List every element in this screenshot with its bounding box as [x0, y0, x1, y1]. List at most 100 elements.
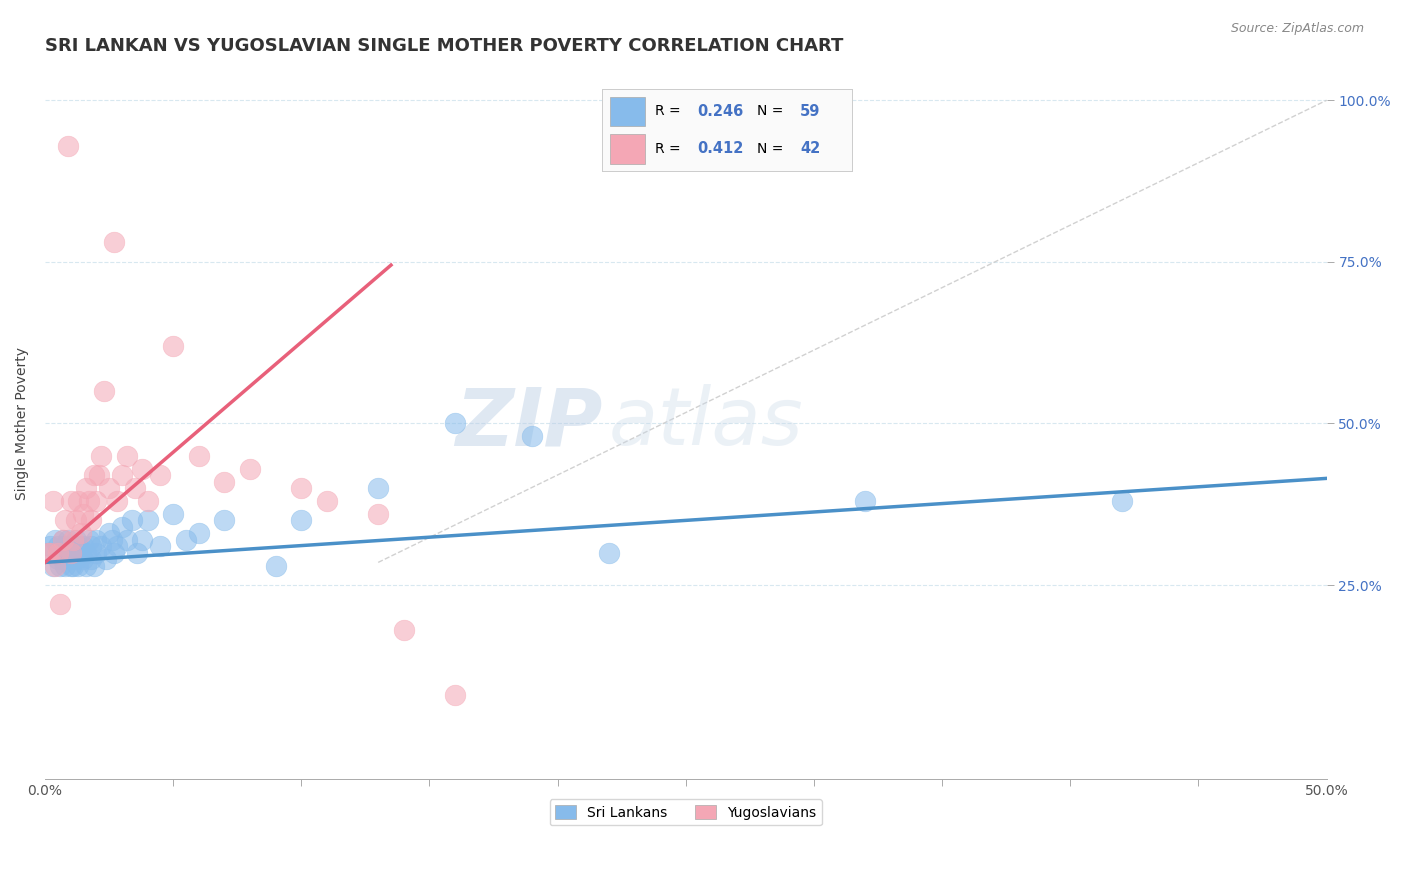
Point [80, 513, 103, 527]
Point [65, 513, 87, 527]
Point [59, 494, 82, 508]
Point [87, 468, 110, 483]
Point [367, 507, 389, 521]
Point [44, 533, 66, 547]
Point [49, 558, 72, 573]
Point [84, 533, 107, 547]
Point [444, 688, 467, 702]
Point [105, 539, 128, 553]
Point [46, 539, 69, 553]
Point [44, 558, 66, 573]
Point [367, 481, 389, 495]
Point [67, 539, 90, 553]
Point [214, 475, 236, 489]
Point [62, 533, 84, 547]
Point [55, 539, 77, 553]
Point [853, 494, 876, 508]
Point [124, 481, 146, 495]
Point [65, 533, 87, 547]
Point [72, 539, 94, 553]
Point [52, 552, 75, 566]
Point [100, 533, 122, 547]
Point [115, 449, 138, 463]
Point [67, 494, 90, 508]
Point [49, 598, 72, 612]
Point [41, 558, 63, 573]
Point [316, 494, 339, 508]
Text: atlas: atlas [609, 384, 804, 462]
Point [136, 513, 159, 527]
Point [70, 546, 93, 560]
Point [115, 533, 138, 547]
Point [72, 507, 94, 521]
Point [162, 507, 184, 521]
Point [59, 558, 82, 573]
Point [75, 481, 97, 495]
Text: ZIP: ZIP [456, 384, 602, 462]
Point [84, 546, 107, 560]
Point [83, 468, 105, 483]
Point [444, 417, 467, 431]
Point [131, 461, 153, 475]
Point [392, 624, 415, 638]
Point [39, 546, 62, 560]
Point [105, 494, 128, 508]
Point [77, 494, 100, 508]
Point [149, 468, 172, 483]
Point [52, 533, 75, 547]
Text: SRI LANKAN VS YUGOSLAVIAN SINGLE MOTHER POVERTY CORRELATION CHART: SRI LANKAN VS YUGOSLAVIAN SINGLE MOTHER … [45, 37, 844, 55]
Point [121, 513, 143, 527]
Point [55, 558, 77, 573]
Point [67, 558, 90, 573]
Point [520, 429, 543, 443]
Point [598, 546, 620, 560]
Point [70, 526, 93, 541]
Point [103, 235, 125, 250]
Point [149, 539, 172, 553]
Point [39, 539, 62, 553]
Point [62, 558, 84, 573]
Point [90, 539, 112, 553]
Point [111, 468, 134, 483]
Point [187, 449, 209, 463]
Point [93, 384, 115, 398]
Point [290, 513, 312, 527]
Point [187, 526, 209, 541]
Point [239, 461, 262, 475]
Point [41, 494, 63, 508]
Point [56, 138, 79, 153]
Point [65, 552, 87, 566]
Point [90, 449, 112, 463]
Point [98, 526, 121, 541]
Point [131, 533, 153, 547]
Point [98, 481, 121, 495]
Point [96, 552, 118, 566]
Point [37, 546, 59, 560]
Y-axis label: Single Mother Poverty: Single Mother Poverty [15, 347, 30, 500]
Point [80, 552, 103, 566]
Point [77, 533, 100, 547]
Point [75, 558, 97, 573]
Point [72, 552, 94, 566]
Point [46, 552, 69, 566]
Point [55, 513, 77, 527]
Point [52, 533, 75, 547]
Text: Source: ZipAtlas.com: Source: ZipAtlas.com [1230, 22, 1364, 36]
Point [162, 339, 184, 353]
Point [49, 546, 72, 560]
Point [1111, 494, 1133, 508]
Point [75, 546, 97, 560]
Point [59, 546, 82, 560]
Point [290, 481, 312, 495]
Point [80, 539, 103, 553]
Point [62, 546, 84, 560]
Point [59, 552, 82, 566]
Point [37, 546, 59, 560]
Point [59, 539, 82, 553]
Point [136, 494, 159, 508]
Point [46, 546, 69, 560]
Point [214, 513, 236, 527]
Point [111, 520, 134, 534]
Point [127, 546, 149, 560]
Point [174, 533, 197, 547]
